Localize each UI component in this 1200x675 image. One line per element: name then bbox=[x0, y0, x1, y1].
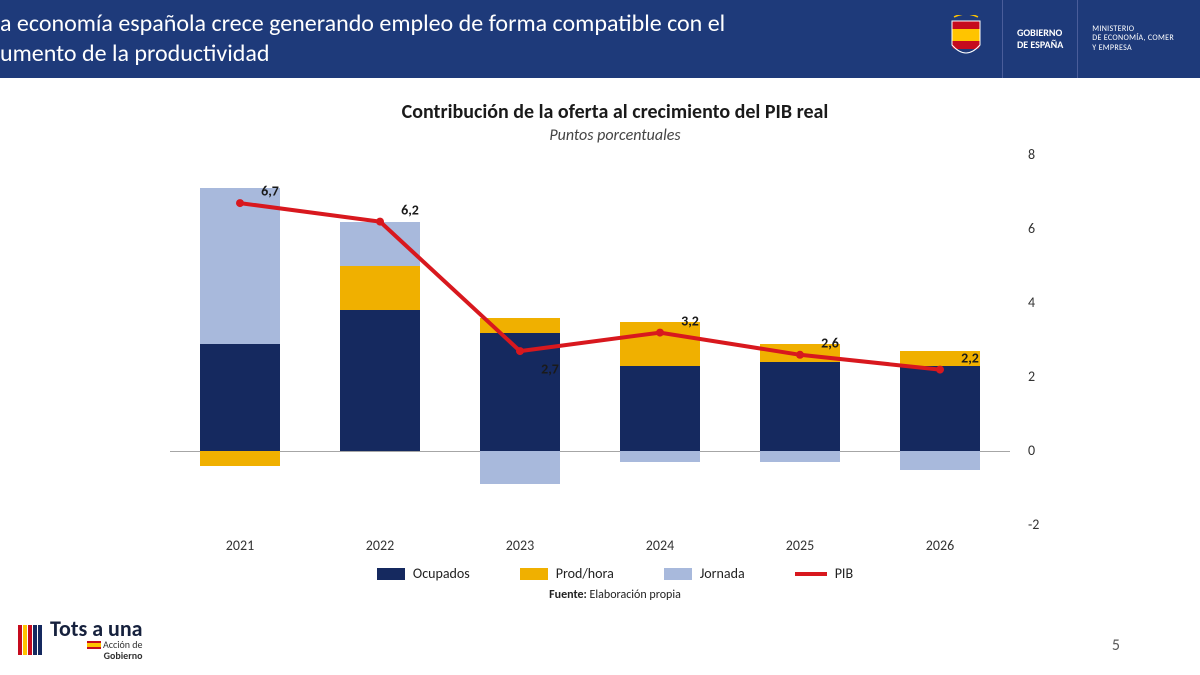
x-category-label: 2023 bbox=[506, 537, 534, 554]
pib-value-label: 2,6 bbox=[821, 334, 839, 351]
chart-container: Contribución de la oferta al crecimiento… bbox=[170, 100, 1060, 602]
slide-title: a economía española crece generando empl… bbox=[0, 9, 930, 69]
y-tick-label: 8 bbox=[1028, 146, 1035, 163]
pib-value-label: 6,7 bbox=[261, 183, 279, 200]
footer-subbrand: Acción de Gobierno bbox=[50, 640, 143, 661]
legend-label: Ocupados bbox=[413, 565, 470, 582]
mini-flag-icon bbox=[87, 641, 101, 651]
x-category-label: 2026 bbox=[926, 537, 954, 554]
page-number: 5 bbox=[1112, 636, 1120, 655]
legend: Ocupados Prod/hora Jornada PIB bbox=[170, 565, 1060, 582]
chart-title: Contribución de la oferta al crecimiento… bbox=[170, 100, 1060, 124]
x-category-label: 2021 bbox=[226, 537, 254, 554]
spain-shield-icon bbox=[930, 0, 1002, 78]
gobierno-label: GOBIERNO DE ESPAÑA bbox=[1002, 0, 1077, 78]
stripe bbox=[33, 625, 37, 655]
pib-marker bbox=[936, 366, 944, 374]
stripe bbox=[38, 625, 42, 655]
plot: -202468202120222023202420252026 6,76,22,… bbox=[170, 155, 1060, 525]
legend-item: Ocupados bbox=[377, 565, 470, 582]
pib-marker bbox=[796, 351, 804, 359]
stripe bbox=[28, 625, 32, 655]
source-prefix: Fuente: bbox=[549, 588, 587, 602]
pib-marker bbox=[376, 218, 384, 226]
slide-header: a economía española crece generando empl… bbox=[0, 0, 1200, 78]
flag-stripes-icon bbox=[18, 625, 42, 655]
pib-value-label: 2,7 bbox=[541, 361, 559, 378]
legend-item: Prod/hora bbox=[520, 565, 614, 582]
x-category-label: 2022 bbox=[366, 537, 394, 554]
y-tick-label: 0 bbox=[1028, 442, 1035, 459]
x-category-label: 2025 bbox=[786, 537, 814, 554]
source-line: Fuente: Elaboración propia bbox=[170, 588, 1060, 602]
y-tick-label: 4 bbox=[1028, 294, 1035, 311]
y-tick-label: 6 bbox=[1028, 220, 1035, 237]
pib-marker bbox=[516, 347, 524, 355]
legend-item: PIB bbox=[795, 565, 853, 582]
source-text: Elaboración propia bbox=[590, 588, 681, 602]
pib-value-label: 3,2 bbox=[681, 312, 699, 329]
gov1-bottom: DE ESPAÑA bbox=[1017, 39, 1063, 51]
pib-marker bbox=[236, 199, 244, 207]
gov-logos: GOBIERNO DE ESPAÑA MINISTERIO DE ECONOMÍ… bbox=[930, 0, 1188, 78]
pib-marker bbox=[656, 329, 664, 337]
ministerio-label: MINISTERIO DE ECONOMÍA, COMER Y EMPRESA bbox=[1077, 0, 1188, 78]
legend-swatch-line bbox=[795, 572, 827, 576]
stripe bbox=[23, 625, 27, 655]
stripe bbox=[18, 625, 22, 655]
legend-swatch bbox=[664, 568, 692, 580]
footer-brand-name: Tots a una bbox=[50, 618, 143, 640]
y-tick-label: 2 bbox=[1028, 368, 1035, 385]
y-tick-label: -2 bbox=[1028, 516, 1039, 533]
x-category-label: 2024 bbox=[646, 537, 674, 554]
pib-value-label: 6,2 bbox=[401, 201, 419, 218]
legend-label: Prod/hora bbox=[556, 565, 614, 582]
legend-swatch bbox=[520, 568, 548, 580]
legend-item: Jornada bbox=[664, 565, 745, 582]
legend-swatch bbox=[377, 568, 405, 580]
pib-line bbox=[170, 155, 1010, 525]
footer-brand: Tots a una Acción de Gobierno bbox=[18, 618, 143, 661]
legend-label: PIB bbox=[835, 565, 853, 582]
footer-text: Tots a una Acción de Gobierno bbox=[50, 618, 143, 661]
gov2-bot: Y EMPRESA bbox=[1092, 44, 1174, 54]
pib-value-label: 2,2 bbox=[961, 349, 979, 366]
chart-subtitle: Puntos porcentuales bbox=[170, 126, 1060, 145]
legend-label: Jornada bbox=[700, 565, 745, 582]
